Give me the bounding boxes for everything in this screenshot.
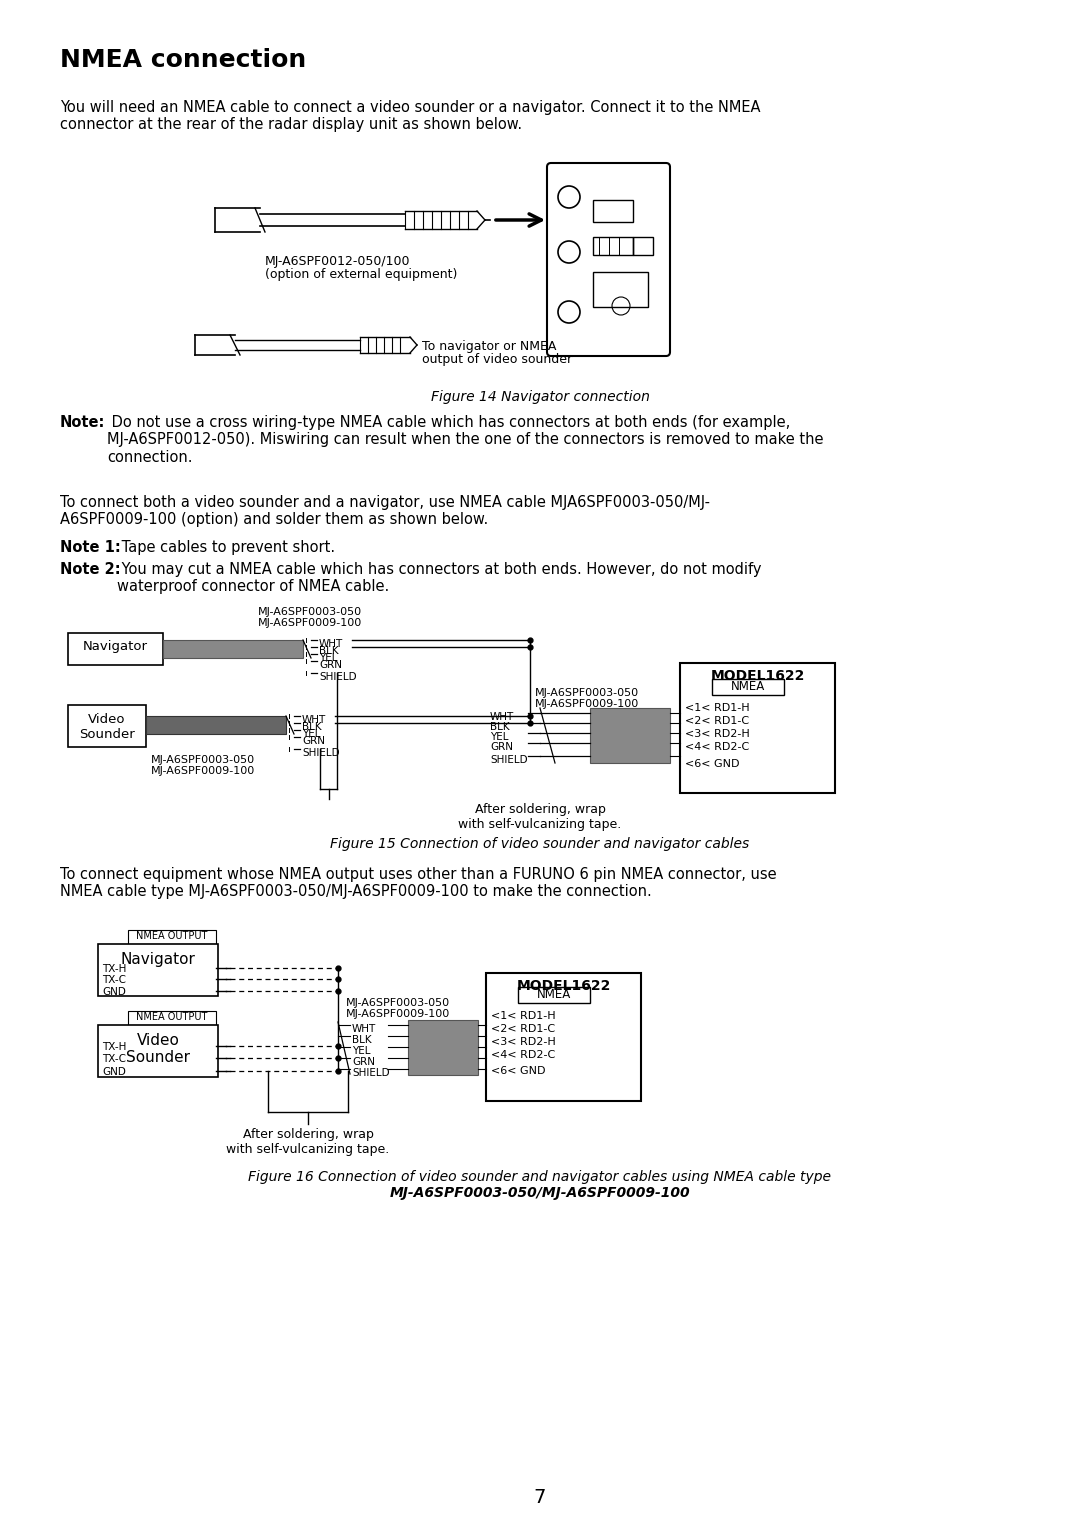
Text: SHIELD: SHIELD (319, 672, 356, 681)
Text: <4< RD2-C: <4< RD2-C (491, 1050, 555, 1060)
Text: SHIELD: SHIELD (302, 749, 339, 758)
Text: You will need an NMEA cable to connect a video sounder or a navigator. Connect i: You will need an NMEA cable to connect a… (60, 99, 760, 133)
Bar (680, 663, 835, 793)
Text: NMEA: NMEA (731, 680, 765, 694)
Text: WHT: WHT (490, 712, 514, 723)
Text: <2< RD1-C: <2< RD1-C (685, 717, 750, 726)
Bar (68, 633, 163, 665)
Text: Figure 14 Navigator connection: Figure 14 Navigator connection (431, 390, 649, 403)
Text: Navigator: Navigator (121, 952, 195, 967)
Text: <2< RD1-C: <2< RD1-C (491, 1024, 555, 1034)
Bar (593, 200, 633, 222)
Text: Note:: Note: (60, 416, 106, 429)
Text: Figure 15 Connection of video sounder and navigator cables: Figure 15 Connection of video sounder an… (330, 837, 750, 851)
FancyBboxPatch shape (546, 163, 670, 356)
Text: YEL: YEL (352, 1047, 370, 1056)
Text: After soldering, wrap
with self-vulcanizing tape.: After soldering, wrap with self-vulcaniz… (458, 804, 622, 831)
Text: Do not use a cross wiring-type NMEA cable which has connectors at both ends (for: Do not use a cross wiring-type NMEA cabl… (107, 416, 824, 465)
Text: BLK: BLK (319, 646, 339, 656)
Bar (98, 1025, 218, 1077)
Text: <3< RD2-H: <3< RD2-H (685, 729, 750, 740)
Bar (408, 1021, 478, 1076)
Text: Tape cables to prevent short.: Tape cables to prevent short. (117, 539, 335, 555)
Text: 7: 7 (534, 1488, 546, 1507)
Text: <6< GND: <6< GND (685, 759, 740, 769)
Text: MJ-A6SPF0003-050: MJ-A6SPF0003-050 (151, 755, 255, 766)
Text: Navigator: Navigator (83, 640, 148, 652)
Text: GRN: GRN (319, 660, 342, 669)
Text: MODEL1622: MODEL1622 (516, 979, 610, 993)
Text: To connect equipment whose NMEA output uses other than a FURUNO 6 pin NMEA conne: To connect equipment whose NMEA output u… (60, 866, 777, 900)
Text: TX-H: TX-H (102, 1042, 126, 1051)
Text: Figure 16 Connection of video sounder and navigator cables using NMEA cable type: Figure 16 Connection of video sounder an… (248, 1170, 832, 1184)
Bar (129, 931, 216, 944)
Text: Video
Sounder: Video Sounder (126, 1033, 190, 1065)
Text: GRN: GRN (490, 743, 513, 752)
Text: YEL: YEL (490, 732, 509, 743)
Text: WHT: WHT (319, 639, 343, 649)
Bar (129, 1012, 216, 1025)
Text: YEL: YEL (302, 729, 321, 740)
Bar (486, 973, 642, 1102)
Text: MJ-A6SPF0003-050: MJ-A6SPF0003-050 (258, 607, 362, 617)
Bar (146, 717, 286, 733)
Bar (68, 704, 146, 747)
Text: To connect both a video sounder and a navigator, use NMEA cable MJA6SPF0003-050/: To connect both a video sounder and a na… (60, 495, 710, 527)
Text: MJ-A6SPF0003-050: MJ-A6SPF0003-050 (346, 998, 450, 1008)
Text: Video
Sounder: Video Sounder (79, 714, 135, 741)
Bar (98, 944, 218, 996)
Text: You may cut a NMEA cable which has connectors at both ends. However, do not modi: You may cut a NMEA cable which has conne… (117, 562, 761, 594)
Text: WHT: WHT (352, 1024, 376, 1034)
Text: MJ-A6SPF0009-100: MJ-A6SPF0009-100 (346, 1008, 450, 1019)
Bar (163, 640, 303, 659)
Text: output of video sounder: output of video sounder (422, 353, 572, 367)
Text: MJ-A6SPF0003-050/MJ-A6SPF0009-100: MJ-A6SPF0003-050/MJ-A6SPF0009-100 (390, 1186, 690, 1199)
Text: NMEA OUTPUT: NMEA OUTPUT (136, 1012, 207, 1022)
Text: GND: GND (102, 1067, 126, 1077)
Text: <4< RD2-C: <4< RD2-C (685, 743, 750, 752)
Bar (593, 272, 648, 307)
Text: Note 2:: Note 2: (60, 562, 121, 578)
Text: TX-H: TX-H (102, 964, 126, 973)
Text: BLK: BLK (490, 723, 510, 732)
Text: NMEA: NMEA (537, 989, 571, 1001)
Text: <1< RD1-H: <1< RD1-H (491, 1012, 555, 1021)
Text: MJ-A6SPF0009-100: MJ-A6SPF0009-100 (258, 617, 362, 628)
Text: TX-C: TX-C (102, 975, 126, 986)
Text: NMEA OUTPUT: NMEA OUTPUT (136, 931, 207, 941)
Text: <3< RD2-H: <3< RD2-H (491, 1038, 556, 1047)
Text: MJ-A6SPF0003-050: MJ-A6SPF0003-050 (535, 688, 639, 698)
Text: YEL: YEL (319, 652, 337, 663)
Text: After soldering, wrap
with self-vulcanizing tape.: After soldering, wrap with self-vulcaniz… (227, 1128, 390, 1157)
Text: BLK: BLK (352, 1034, 372, 1045)
Text: NMEA connection: NMEA connection (60, 47, 307, 72)
Bar (590, 707, 670, 762)
Text: TX-C: TX-C (102, 1054, 126, 1063)
Text: BLK: BLK (302, 723, 322, 732)
Text: MJ-A6SPF0009-100: MJ-A6SPF0009-100 (535, 698, 639, 709)
Text: MODEL1622: MODEL1622 (711, 669, 805, 683)
Text: <1< RD1-H: <1< RD1-H (685, 703, 750, 714)
Text: To navigator or NMEA: To navigator or NMEA (422, 341, 556, 353)
Text: SHIELD: SHIELD (490, 755, 528, 766)
Text: MJ-A6SPF0009-100: MJ-A6SPF0009-100 (151, 766, 255, 776)
Text: SHIELD: SHIELD (352, 1068, 390, 1077)
Bar (593, 237, 633, 255)
Text: GRN: GRN (352, 1057, 375, 1067)
Text: Note 1:: Note 1: (60, 539, 121, 555)
Text: <6< GND: <6< GND (491, 1067, 545, 1076)
Bar (633, 237, 653, 255)
Bar (712, 678, 784, 695)
Text: MJ-A6SPF0012-050/100: MJ-A6SPF0012-050/100 (265, 255, 410, 267)
Text: WHT: WHT (302, 715, 326, 724)
Text: GND: GND (102, 987, 126, 996)
Text: GRN: GRN (302, 736, 325, 746)
Text: (option of external equipment): (option of external equipment) (265, 267, 457, 281)
Bar (518, 987, 590, 1002)
